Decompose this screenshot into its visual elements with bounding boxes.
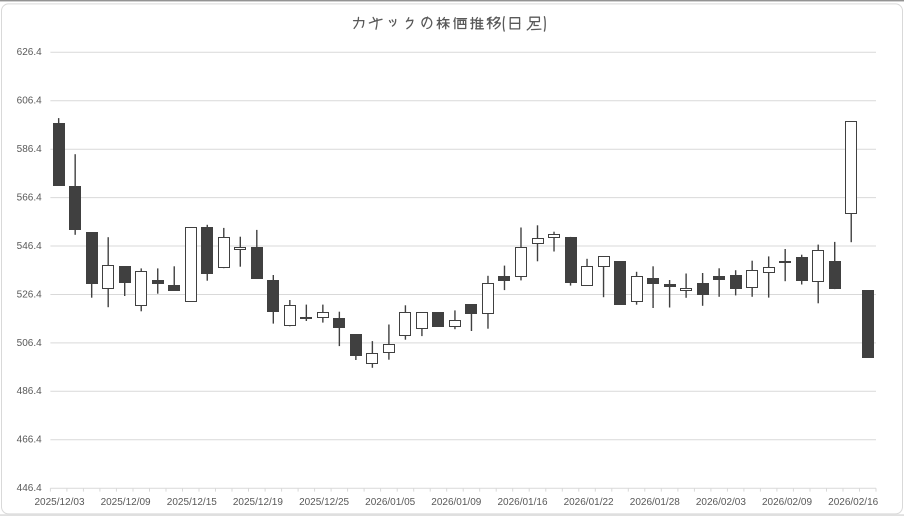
svg-text:586.4: 586.4 (17, 144, 42, 155)
svg-text:606.4: 606.4 (17, 96, 42, 107)
svg-text:2025/12/09: 2025/12/09 (101, 497, 151, 508)
svg-text:2025/12/25: 2025/12/25 (299, 497, 349, 508)
svg-text:626.4: 626.4 (17, 47, 42, 58)
svg-text:2026/01/05: 2026/01/05 (365, 497, 415, 508)
svg-text:2026/02/03: 2026/02/03 (696, 497, 746, 508)
svg-text:2026/01/09: 2026/01/09 (431, 497, 481, 508)
svg-text:446.4: 446.4 (17, 483, 42, 494)
svg-text:2026/02/16: 2026/02/16 (828, 497, 878, 508)
svg-text:2026/01/16: 2026/01/16 (497, 497, 547, 508)
svg-text:2026/01/28: 2026/01/28 (630, 497, 680, 508)
svg-text:566.4: 566.4 (17, 193, 42, 204)
svg-text:486.4: 486.4 (17, 386, 42, 397)
svg-text:506.4: 506.4 (17, 338, 42, 349)
svg-text:2025/12/03: 2025/12/03 (34, 497, 84, 508)
svg-text:526.4: 526.4 (17, 289, 42, 300)
svg-text:466.4: 466.4 (17, 435, 42, 446)
svg-text:2025/12/19: 2025/12/19 (233, 497, 283, 508)
svg-text:546.4: 546.4 (17, 241, 42, 252)
svg-text:2026/02/09: 2026/02/09 (762, 497, 812, 508)
svg-text:2025/12/15: 2025/12/15 (167, 497, 217, 508)
svg-text:2026/01/22: 2026/01/22 (564, 497, 614, 508)
